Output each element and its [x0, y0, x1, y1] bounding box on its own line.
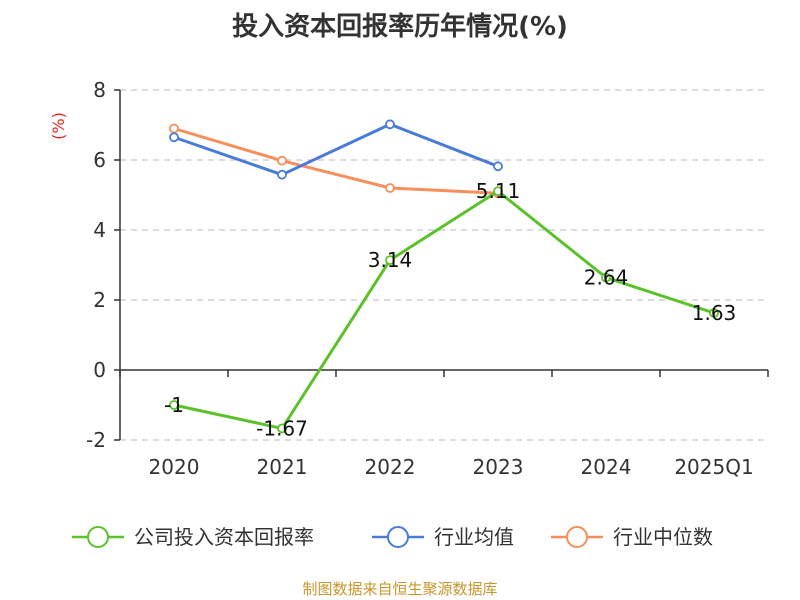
series-layer [169, 119, 719, 434]
series-line-0 [173, 189, 715, 430]
y-tick-label: 6 [93, 148, 106, 172]
data-point [277, 423, 287, 434]
series-line-1 [173, 122, 499, 177]
data-point [169, 400, 179, 410]
x-tick-label: 2022 [365, 455, 416, 479]
data-label: -1.67 [256, 416, 308, 440]
grid [120, 89, 768, 441]
data-point [601, 272, 611, 283]
y-tick-label: -2 [86, 428, 106, 452]
data-point [493, 186, 503, 197]
legend-item-1[interactable]: 行业均值 [372, 525, 514, 549]
legend-label: 公司投入资本回报率 [134, 525, 314, 549]
x-tick-label: 2025Q1 [674, 455, 753, 479]
y-axis-unit: (%) [49, 112, 68, 140]
legend-item-2[interactable]: 行业中位数 [551, 525, 713, 549]
x-tick-label: 2020 [149, 455, 200, 479]
legend-label: 行业中位数 [613, 525, 713, 549]
data-point [169, 123, 179, 134]
data-label: 5.11 [476, 179, 521, 203]
data-point [385, 119, 395, 130]
axes: 8 6 4 2 0 -2 2020 2021 2022 2023 2024 2025Q1 [86, 78, 769, 479]
y-tick-label: 0 [93, 358, 106, 382]
legend[interactable]: 公司投入资本回报率 行业均值 行业中位数 [72, 525, 713, 549]
y-tick-label: 8 [93, 78, 106, 102]
y-tick-label: 2 [93, 288, 106, 312]
x-tick-label: 2024 [581, 455, 632, 479]
x-tick-label: 2023 [473, 455, 524, 479]
x-tick-label: 2021 [257, 455, 308, 479]
chart-title: 投入资本回报率历年情况(%) [232, 11, 568, 42]
data-point [277, 169, 287, 180]
legend-marker [87, 526, 109, 548]
data-label: 1.63 [692, 301, 737, 325]
data-labels: -1 -1.67 3.14 5.11 2.64 1.63 [164, 179, 736, 440]
data-point [277, 155, 287, 166]
data-point [385, 255, 395, 266]
legend-marker [387, 526, 409, 548]
legend-marker [566, 526, 588, 548]
legend-label: 行业均值 [434, 525, 514, 549]
data-point [709, 308, 719, 318]
data-point [385, 183, 395, 193]
data-label: 2.64 [584, 266, 629, 290]
y-tick-label: 4 [93, 218, 106, 242]
data-label: 3.14 [368, 248, 413, 272]
source-note: 制图数据来自恒生聚源数据库 [302, 580, 497, 598]
data-point [169, 132, 179, 143]
legend-item-0[interactable]: 公司投入资本回报率 [72, 525, 314, 549]
data-label: -1 [164, 393, 184, 417]
data-point [493, 161, 503, 172]
series-line-2 [173, 127, 499, 195]
